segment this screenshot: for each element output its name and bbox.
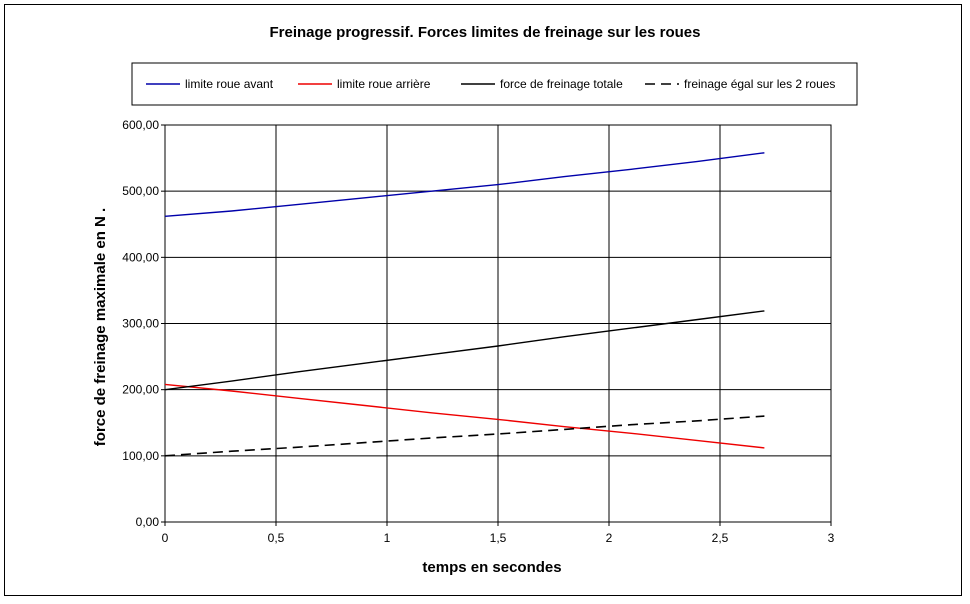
y-tick-label: 400,00	[122, 250, 159, 264]
x-tick-label: 2,5	[712, 531, 729, 545]
series-line-3	[164, 310, 765, 391]
x-tick-label: 1	[384, 531, 391, 545]
y-tick-label: 100,00	[122, 449, 159, 463]
legend-label-3: force de freinage totale	[500, 77, 623, 91]
legend-label-4: freinage égal sur les 2 roues	[684, 77, 835, 91]
x-tick-label: 2	[606, 531, 613, 545]
y-tick-label: 0,00	[136, 515, 160, 529]
y-tick-label: 200,00	[122, 383, 159, 397]
series-line-4	[164, 415, 765, 457]
series-line-2	[164, 383, 765, 449]
chart-title: Freinage progressif. Forces limites de f…	[270, 24, 701, 41]
legend: limite roue avant limite roue arrière forc…	[131, 62, 858, 106]
y-tick-label: 500,00	[122, 184, 159, 198]
x-axis-title: temps en secondes	[422, 559, 561, 576]
legend-label-2: limite roue arrière	[337, 77, 431, 91]
x-tick-label: 0,5	[268, 531, 285, 545]
legend-label-1: limite roue avant	[185, 77, 274, 91]
y-tick-label: 300,00	[122, 317, 159, 331]
y-tick-label: 600,00	[122, 118, 159, 132]
plot-area: 0,00 100,00 200,00 300,00 400,00 500,00 600,00…	[122, 118, 834, 545]
x-tick-label: 1,5	[490, 531, 507, 545]
y-axis-title: force de freinage maximale en N .	[92, 208, 109, 446]
x-tick-label: 0	[162, 531, 169, 545]
series-line-1	[164, 152, 765, 217]
chart-svg: Freinage progressif. Forces limites de f…	[92, 24, 858, 576]
chart-frame: Freinage progressif. Forces limites de f…	[4, 4, 962, 596]
x-tick-label: 3	[828, 531, 835, 545]
